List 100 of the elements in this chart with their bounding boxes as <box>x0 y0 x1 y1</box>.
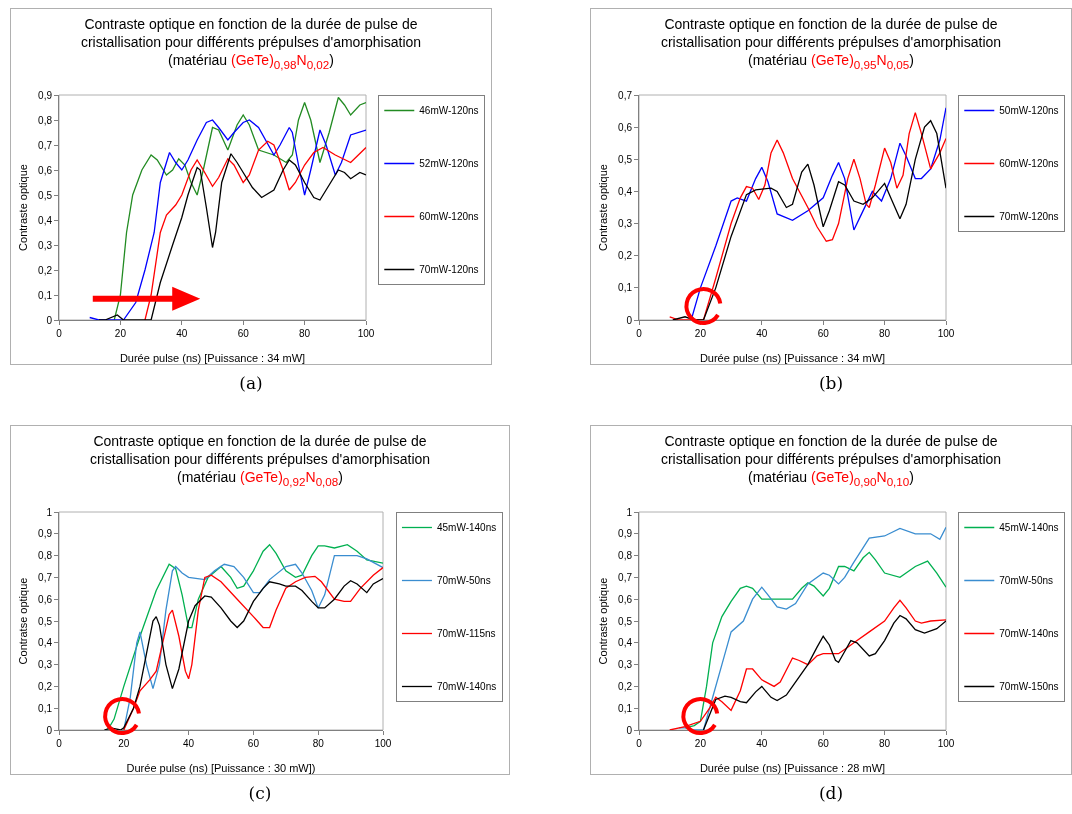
y-tick-label: 0,4 <box>38 637 53 649</box>
chart-title: Contraste optique en fonction de la durée de pulse de cristallisation pour différents prépulses d'amorphisation <box>80 16 422 50</box>
y-tick-label: 0,2 <box>618 250 633 262</box>
y-tick-label: 0,6 <box>618 593 633 605</box>
y-axis-title: Contraste optique <box>596 164 609 251</box>
y-axis-title: Contratse optique <box>16 577 29 665</box>
y-tick-label: 0,6 <box>38 593 53 605</box>
line-series <box>702 614 946 730</box>
line-series <box>89 119 366 320</box>
x-tick-label: 20 <box>694 328 707 339</box>
y-tick-label: 0,2 <box>38 680 53 692</box>
y-tick-label: 0,9 <box>618 528 633 540</box>
legend-label: 52mW-120ns <box>419 158 479 170</box>
legend-label: 70mW-50ns <box>436 575 491 587</box>
y-tick-label: 0,1 <box>618 282 633 294</box>
legend-label: 46mW-120ns <box>419 105 479 117</box>
x-tick-label: 0 <box>636 738 643 749</box>
text: (c) <box>247 783 273 803</box>
chart-title: Contraste optique en fonction de la durée de pulse de cristallisation pour différents prépulses d'amorphisation <box>660 433 1002 467</box>
y-axis-title: Contraste optique <box>596 577 609 665</box>
line-series <box>98 153 366 320</box>
x-tick-label: 0 <box>56 328 63 339</box>
x-tick-label: 60 <box>817 328 830 339</box>
y-axis-title: Contraste optique <box>16 164 29 251</box>
y-tick-label: 0,3 <box>38 659 53 671</box>
x-tick-label: 100 <box>937 328 955 339</box>
y-tick-label: 0,6 <box>38 164 53 176</box>
x-axis-title: Durée pulse (ns) [Puissance : 34 mW] <box>119 352 306 364</box>
y-tick-label: 0,9 <box>38 528 53 540</box>
y-tick-label: 0,7 <box>38 139 53 151</box>
y-tick-label: 0,1 <box>38 289 53 301</box>
legend-label: 70mW-120ns <box>999 211 1059 223</box>
y-tick-label: 0,2 <box>38 264 53 276</box>
x-tick-label: 60 <box>817 738 830 749</box>
x-tick-label: 20 <box>118 738 130 749</box>
legend-label: 60mW-120ns <box>419 211 479 223</box>
chart-subtitle: (matériau (GeTe)$_{0,92}$N$_{0,08}$) <box>177 469 343 488</box>
line-series <box>113 96 366 320</box>
legend-label: 70mW-150ns <box>999 681 1059 693</box>
y-tick-label: 0,1 <box>618 702 633 714</box>
y-tick-label: 0,8 <box>618 550 633 562</box>
y-tick-label: 0,7 <box>618 571 633 583</box>
chart-subtitle: (matériau (GeTe)$_{0,95}$N$_{0,05}$) <box>748 52 914 71</box>
y-tick-label: 0 <box>626 314 633 326</box>
x-tick-label: 80 <box>879 328 891 339</box>
legend-label: 45mW-140ns <box>999 522 1059 534</box>
y-tick-label: 0 <box>626 724 633 736</box>
legend-label: 70mW-120ns <box>419 264 479 276</box>
y-tick-label: 0,1 <box>38 702 53 714</box>
legend-label: 60mW-120ns <box>999 158 1059 170</box>
y-tick-label: 0,8 <box>38 550 53 562</box>
legend-label: 70mW-140ns <box>436 681 497 693</box>
y-tick-label: 0,7 <box>38 571 53 583</box>
x-tick-label: 100 <box>937 738 955 749</box>
legend-label: 70mW-115ns <box>436 628 496 640</box>
legend-label: 45mW-140ns <box>436 522 497 534</box>
x-tick-label: 80 <box>299 328 311 339</box>
line-series <box>669 599 946 730</box>
x-tick-label: 40 <box>756 328 768 339</box>
x-tick-label: 20 <box>694 738 707 749</box>
x-axis-title: Durée pulse (ns) [Puissance : 34 mW] <box>699 352 886 364</box>
y-tick-label: 0,7 <box>618 89 633 101</box>
x-axis-title: Durée pulse (ns) [Puissance : 28 mW] <box>699 762 886 774</box>
x-axis-title: Durée pulse (ns) [Puissance : 30 mW]) <box>126 762 316 774</box>
y-tick-label: 0,4 <box>618 185 633 197</box>
y-tick-label: 0,3 <box>618 218 633 230</box>
y-tick-label: 1 <box>46 506 53 518</box>
y-tick-label: 0,3 <box>618 659 633 671</box>
y-tick-label: 0,5 <box>618 153 633 165</box>
y-tick-label: 0,4 <box>618 637 633 649</box>
legend-label: 70mW-50ns <box>999 575 1054 587</box>
y-tick-label: 0,2 <box>618 680 633 692</box>
y-tick-label: 0,4 <box>38 214 53 226</box>
chart-subtitle: (matériau (GeTe)$_{0,90}$N$_{0,10}$) <box>748 469 914 488</box>
chart-subtitle: (matériau (GeTe)$_{0,98}$N$_{0,02}$) <box>168 52 334 71</box>
y-tick-label: 0,5 <box>38 189 53 201</box>
text: (a) <box>238 373 264 393</box>
text: (b) <box>817 373 845 393</box>
legend-label: 70mW-140ns <box>999 628 1059 640</box>
x-tick-label: 80 <box>312 738 325 749</box>
y-tick-label: 0,9 <box>38 89 53 101</box>
x-tick-label: 100 <box>357 328 375 339</box>
x-tick-label: 20 <box>114 328 127 339</box>
y-tick-label: 1 <box>626 506 633 518</box>
x-tick-label: 0 <box>636 328 643 339</box>
y-tick-label: 0,5 <box>38 615 53 627</box>
x-tick-label: 60 <box>237 328 250 339</box>
y-tick-label: 0,6 <box>618 121 633 133</box>
y-tick-label: 0,3 <box>38 239 53 251</box>
y-tick-label: 0,5 <box>618 615 633 627</box>
text: (d) <box>817 783 845 803</box>
chart-title: Contraste optique en fonction de la durée de pulse de cristallisation pour différents prépulses d'amorphisation <box>660 16 1002 50</box>
x-tick-label: 40 <box>183 738 195 749</box>
y-tick-label: 0 <box>46 314 53 326</box>
x-tick-label: 80 <box>879 738 891 749</box>
chart-title: Contraste optique en fonction de la durée de pulse de cristallisation pour différents prépulses d'amorphisation <box>89 433 431 467</box>
x-tick-label: 0 <box>56 738 63 749</box>
line-series <box>144 140 366 320</box>
x-tick-label: 40 <box>176 328 188 339</box>
y-tick-label: 0,8 <box>38 114 53 126</box>
